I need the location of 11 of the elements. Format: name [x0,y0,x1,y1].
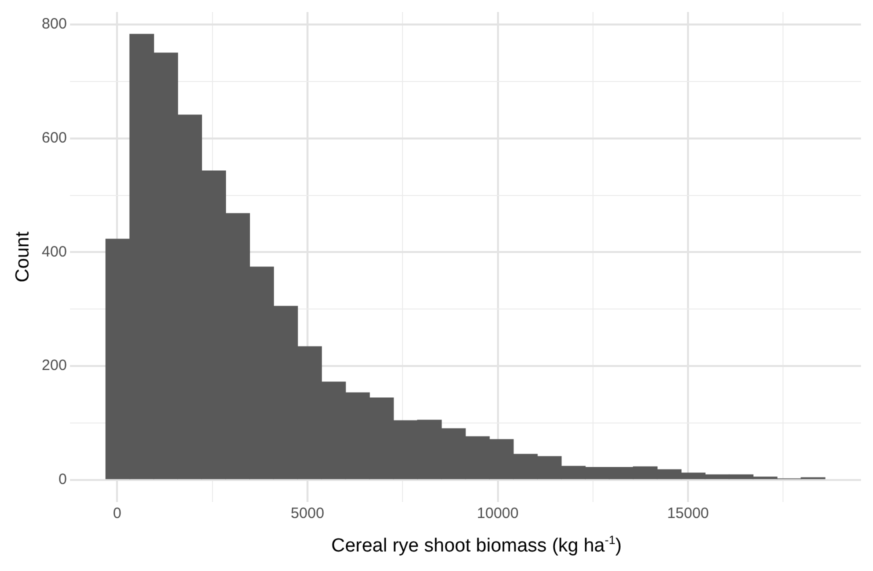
y-tick-label: 200 [42,357,67,374]
x-tick-label: 5000 [290,505,324,522]
x-axis-title: Cereal rye shoot biomass (kg ha$^{-1}$) [330,533,623,558]
x-tick-label: 0 [113,505,122,522]
y-tick-label: 400 [42,243,67,260]
y-axis-title: Count [12,230,34,282]
x-tick-label: 10000 [476,505,519,522]
x-tick-label: 15000 [667,505,709,522]
y-tick-label: 800 [42,16,67,33]
y-tick-label: 600 [42,129,67,146]
y-tick-label: 0 [58,470,67,488]
